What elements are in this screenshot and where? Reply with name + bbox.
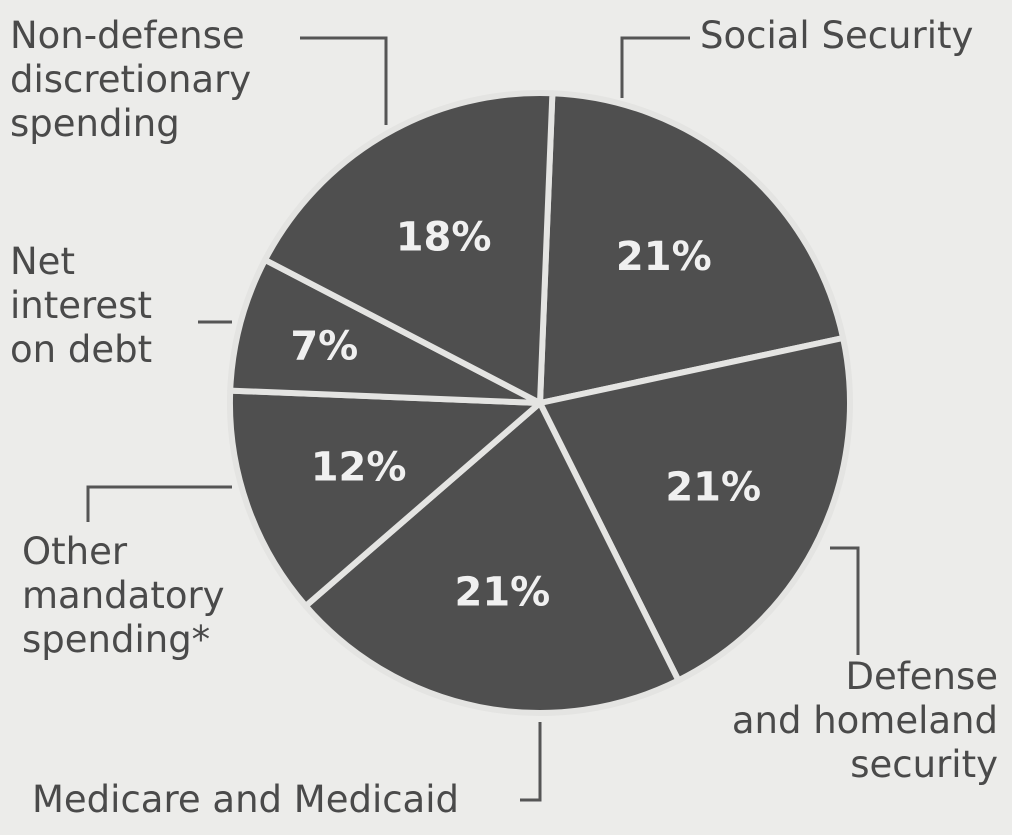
pie-slices bbox=[226, 89, 853, 716]
label-non-defense-discretionary: Non-defense discretionary spending bbox=[10, 14, 252, 145]
label-social-security: Social Security bbox=[700, 14, 974, 57]
leader-line-defense bbox=[830, 546, 860, 655]
pie-value-labels: 21% 21% 21% 12% 7% 18% bbox=[290, 215, 761, 616]
leader-line-other-mandatory bbox=[86, 485, 232, 522]
leader-line-medicare bbox=[520, 722, 542, 802]
pie-slice-net-interest bbox=[227, 256, 543, 406]
pie-value-label-non-defense-discretionary: 18% bbox=[396, 215, 492, 261]
label-medicare-medicaid: Medicare and Medicaid bbox=[32, 778, 459, 821]
pie-value-label-other-mandatory: 12% bbox=[311, 445, 407, 491]
pie-slice-defense-homeland bbox=[537, 335, 853, 684]
leader-line-non-defense bbox=[300, 36, 388, 125]
pie-value-label-net-interest: 7% bbox=[290, 324, 358, 370]
pie-slice-non-defense-discretionary bbox=[262, 89, 556, 406]
pie-slice-other-mandatory bbox=[226, 387, 543, 609]
pie-value-label-social-security: 21% bbox=[616, 234, 712, 280]
pie-value-label-defense-homeland: 21% bbox=[665, 464, 761, 510]
label-defense-homeland: Defense and homeland security bbox=[731, 655, 998, 786]
label-net-interest: Net interest on debt bbox=[10, 240, 153, 371]
leader-lines bbox=[86, 36, 860, 802]
label-other-mandatory: Other mandatory spending* bbox=[22, 530, 225, 661]
leader-line-social-security bbox=[620, 36, 690, 98]
pie-slice-medicare-medicaid bbox=[302, 400, 682, 716]
pie-value-label-medicare-medicaid: 21% bbox=[455, 570, 551, 616]
pie-slice-social-security bbox=[537, 90, 847, 406]
